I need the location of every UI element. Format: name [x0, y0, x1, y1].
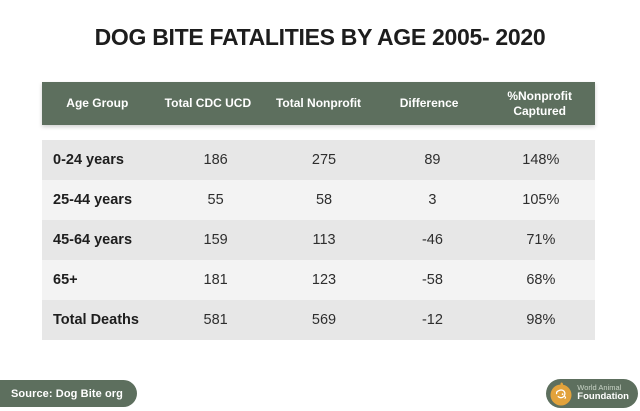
value-cell: 98%: [526, 312, 556, 328]
row-label-cell: 65+: [53, 272, 78, 288]
value-cell: 113: [312, 232, 336, 248]
table-row: Total Deaths 581 569 -12 98%: [42, 300, 595, 340]
value-cell: 71%: [526, 232, 556, 248]
value-cell: 159: [203, 232, 228, 248]
column-header: Difference: [399, 96, 459, 110]
row-label-cell: 45-64 years: [53, 232, 133, 248]
source-badge: Source: Dog Bite org: [0, 380, 138, 407]
brand-badge: World Animal Foundation: [546, 379, 638, 408]
fatalities-table: Age Group Total CDC UCD Total Nonprofit Dif…: [42, 82, 595, 340]
table-row: 45-64 years 159 113 -46 71%: [42, 220, 595, 260]
brand-line2: Foundation: [577, 391, 629, 403]
row-label-cell: Total Deaths: [53, 312, 139, 328]
column-header: %Nonprofit Captured: [507, 88, 572, 118]
value-cell: 275: [311, 152, 337, 168]
value-cell: 55: [207, 192, 224, 208]
value-cell: 186: [203, 152, 228, 168]
value-cell: 68%: [526, 272, 556, 288]
source-label: Source: Dog Bite org: [11, 387, 124, 400]
table-header-row: Age Group Total CDC UCD Total Nonprofit Dif…: [42, 82, 595, 125]
page-title: DOG BITE FATALITIES BY AGE 2005- 2020: [94, 24, 546, 50]
value-cell: -12: [421, 312, 443, 328]
dog-logo-icon: [549, 382, 573, 406]
value-cell: 581: [203, 312, 228, 328]
table-row: 65+ 181 123 -58 68%: [42, 260, 595, 300]
row-label-cell: 25-44 years: [53, 192, 133, 208]
value-cell: 148%: [522, 152, 560, 168]
value-cell: 123: [311, 272, 337, 288]
value-cell: 89: [424, 152, 441, 168]
column-header: Total CDC UCD: [164, 96, 252, 110]
column-header: Total Nonprofit: [275, 96, 362, 110]
row-label-cell: 0-24 years: [53, 152, 124, 168]
value-cell: 3: [428, 192, 437, 208]
table-row: 0-24 years 186 275 89 148%: [42, 140, 595, 180]
brand-line1: World Animal: [577, 383, 622, 393]
value-cell: 181: [203, 272, 228, 288]
table-row: 25-44 years 55 58 3 105%: [42, 180, 595, 220]
column-header: Age Group: [66, 96, 129, 110]
value-cell: 569: [311, 312, 337, 328]
value-cell: 58: [315, 192, 333, 208]
value-cell: -46: [421, 232, 443, 248]
brand-name: World Animal Foundation: [577, 383, 629, 403]
table-body: 0-24 years 186 275 89 148% 25-44 years 55 58 3 10…: [42, 140, 595, 340]
value-cell: 105%: [522, 192, 560, 208]
value-cell: -58: [421, 272, 443, 288]
